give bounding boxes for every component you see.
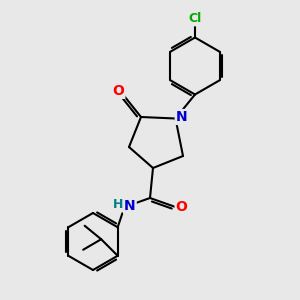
Text: O: O [112,84,124,98]
Text: O: O [176,200,188,214]
Text: Cl: Cl [188,12,202,26]
Text: N: N [176,110,187,124]
Text: H: H [113,198,123,212]
Text: N: N [124,199,136,213]
